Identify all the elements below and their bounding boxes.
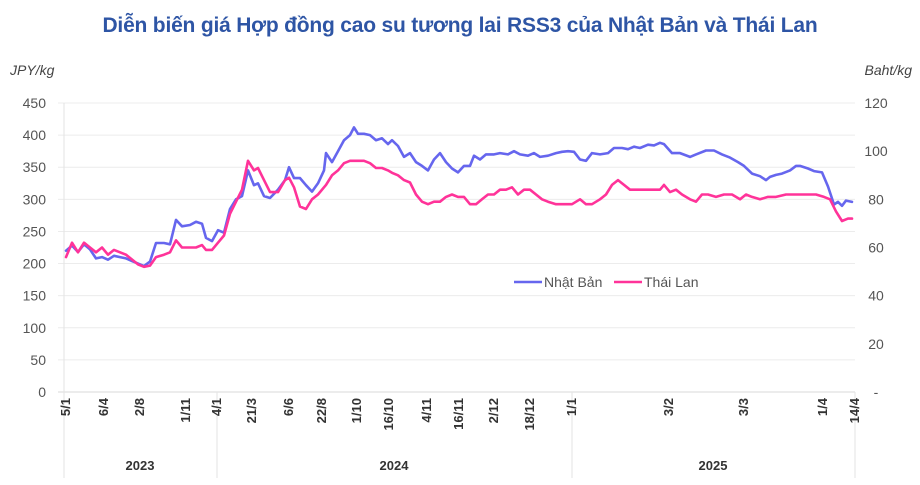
- x-axis: 5/1 6/4 2/8 1/11 4/1 21/3 6/6 22/8 1/10 16/10 4/11…: [58, 103, 862, 478]
- x-tick-label: 5/1: [58, 398, 73, 416]
- x-tick: 1/11: [178, 398, 193, 423]
- x-tick: 6/4: [96, 397, 111, 416]
- x-tick: 2/12: [486, 398, 501, 423]
- left-axis-unit: JPY/kg: [10, 62, 55, 78]
- series-line-japan: [64, 126, 854, 268]
- x-tick-label: 18/12: [522, 398, 537, 431]
- x-tick-label: 2/12: [486, 398, 501, 423]
- chart-title: Diễn biến giá Hợp đồng cao su tương lai …: [102, 14, 818, 37]
- y2-tick-label: 120: [864, 95, 888, 111]
- y-tick-label: 350: [23, 159, 47, 175]
- x-tick-label: 1/4: [815, 397, 830, 416]
- series-lines: [64, 126, 854, 269]
- x-tick-label: 2/8: [132, 398, 147, 416]
- right-axis-unit: Baht/kg: [864, 62, 912, 78]
- y-tick-label: 0: [38, 384, 46, 400]
- legend-label: Nhật Bản: [544, 274, 602, 290]
- x-tick-label: 21/3: [244, 398, 259, 423]
- x-tick-label: 3/3: [736, 398, 751, 416]
- x-tick: 4/11: [419, 398, 434, 423]
- x-tick: 6/6: [281, 398, 296, 416]
- x-tick-label: 22/8: [314, 398, 329, 423]
- y2-tick-label: -: [874, 384, 879, 400]
- x-tick-label: 1/10: [349, 398, 364, 423]
- x-tick: 18/12: [522, 398, 537, 431]
- y-tick-label: 200: [23, 256, 47, 272]
- y2-tick-label: 60: [868, 240, 884, 256]
- x-tick: 3/2: [661, 398, 676, 416]
- y-tick-label: 300: [23, 191, 47, 207]
- x-tick-label: 6/4: [96, 397, 111, 416]
- x-tick-label: 3/2: [661, 398, 676, 416]
- x-tick: 4/1: [209, 398, 224, 416]
- x-tick: 21/3: [244, 398, 259, 423]
- x-tick: 16/10: [381, 398, 396, 431]
- legend-label: Thái Lan: [644, 274, 698, 290]
- year-label: 2023: [126, 458, 155, 473]
- x-tick-label: 16/11: [451, 398, 466, 430]
- x-tick-label: 1/11: [178, 398, 193, 423]
- y-tick-label: 150: [23, 288, 47, 304]
- y-tick-label: 50: [30, 352, 46, 368]
- x-tick: 16/11: [451, 398, 466, 430]
- series-line-thailand: [64, 159, 854, 269]
- y-tick-label: 100: [23, 320, 47, 336]
- x-tick-label: 4/11: [419, 398, 434, 423]
- x-tick: 22/8: [314, 398, 329, 423]
- x-tick-label: 14/4: [847, 397, 862, 423]
- y2-tick-label: 40: [868, 288, 884, 304]
- x-tick-label: 16/10: [381, 398, 396, 431]
- y2-tick-label: 80: [868, 191, 884, 207]
- x-tick: 1/10: [349, 398, 364, 423]
- x-tick-label: 4/1: [209, 398, 224, 416]
- x-tick: 3/3: [736, 398, 751, 416]
- x-tick: 14/4: [847, 397, 862, 423]
- y-tick-label: 450: [23, 95, 47, 111]
- right-y-axis: - 20 40 60 80 100 120: [864, 95, 888, 400]
- x-tick: 5/1: [58, 398, 73, 416]
- gridlines: [58, 102, 855, 393]
- x-tick: 1/4: [815, 397, 830, 416]
- x-tick-label: 6/6: [281, 398, 296, 416]
- year-label: 2024: [380, 458, 410, 473]
- legend: Nhật Bản Thái Lan: [514, 274, 698, 290]
- x-tick: 2/8: [132, 398, 147, 416]
- y2-tick-label: 20: [868, 336, 884, 352]
- y2-tick-label: 100: [864, 143, 888, 159]
- left-y-axis: 0 50 100 150 200 250 300 350 400 450: [23, 95, 47, 400]
- x-tick: 1/1: [564, 398, 579, 416]
- y-tick-label: 250: [23, 223, 47, 239]
- year-label: 2025: [699, 458, 728, 473]
- y-tick-label: 400: [23, 127, 47, 143]
- x-tick-label: 1/1: [564, 398, 579, 416]
